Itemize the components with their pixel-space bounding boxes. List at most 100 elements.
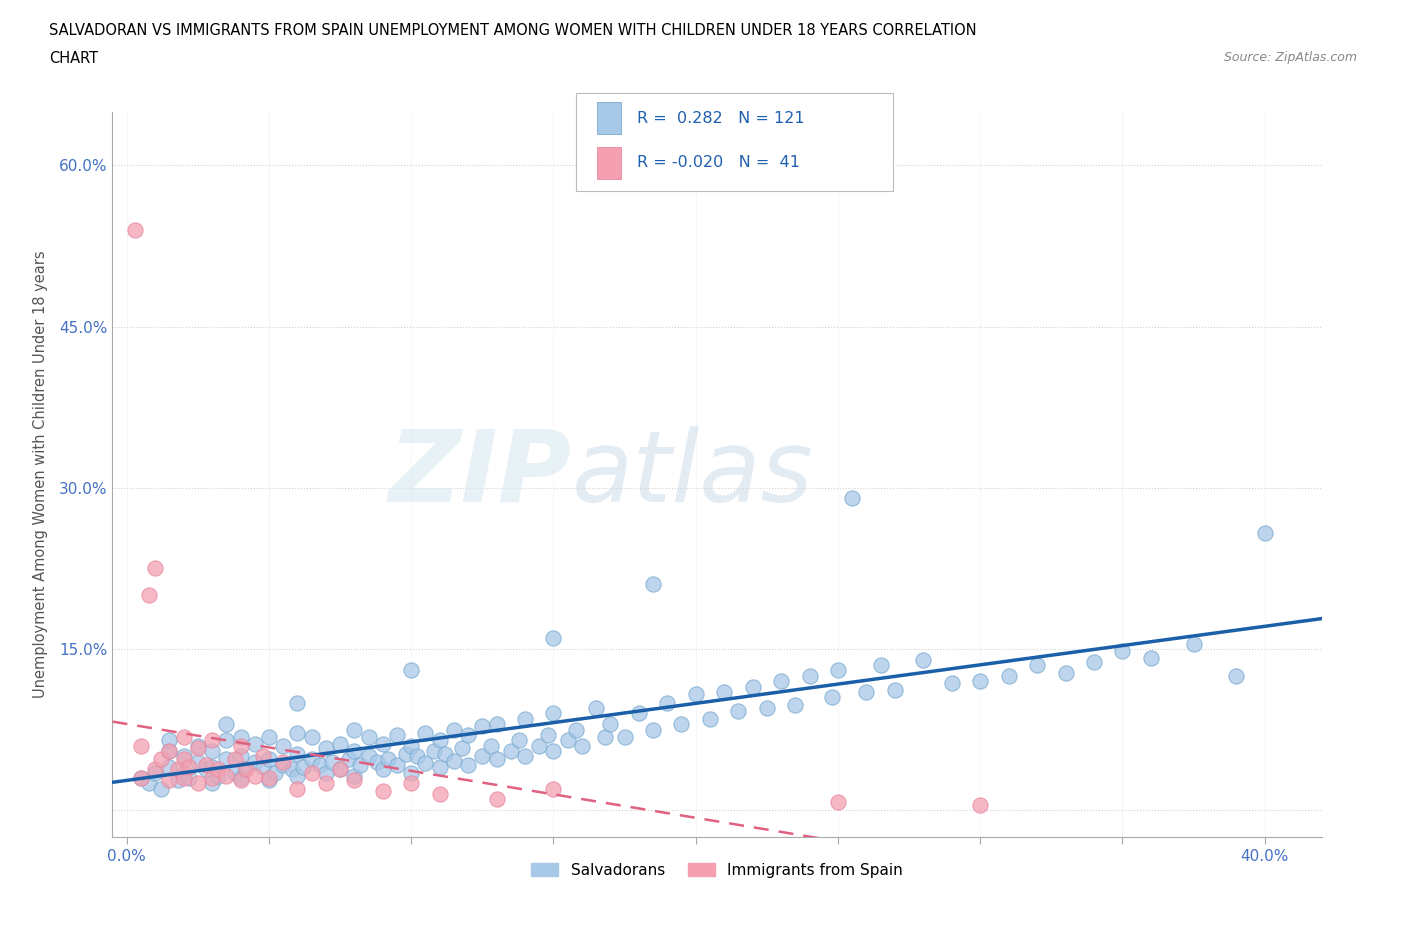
Salvadorans xyxy=(329,736,352,751)
Text: atlas: atlas xyxy=(572,426,814,523)
Salvadorans xyxy=(1140,650,1163,665)
Salvadorans xyxy=(343,744,366,759)
Salvadorans xyxy=(641,722,664,737)
Salvadorans xyxy=(997,669,1019,684)
Salvadorans xyxy=(366,754,388,769)
Salvadorans xyxy=(292,760,315,775)
Immigrants from Spain xyxy=(315,776,337,790)
Immigrants from Spain xyxy=(129,770,152,785)
Salvadorans xyxy=(394,747,416,762)
Salvadorans xyxy=(257,751,280,766)
Immigrants from Spain xyxy=(229,738,252,753)
Salvadorans xyxy=(585,700,607,715)
Salvadorans xyxy=(280,762,302,777)
Salvadorans xyxy=(508,733,530,748)
Salvadorans xyxy=(357,749,380,764)
Salvadorans xyxy=(429,733,451,748)
Immigrants from Spain xyxy=(179,760,201,775)
Salvadorans xyxy=(399,765,422,780)
Salvadorans xyxy=(821,690,844,705)
Salvadorans xyxy=(443,753,465,768)
Salvadorans xyxy=(252,760,274,775)
Salvadorans xyxy=(207,768,229,783)
Immigrants from Spain xyxy=(195,758,218,773)
Immigrants from Spain xyxy=(243,768,266,783)
Salvadorans xyxy=(869,658,891,672)
Salvadorans xyxy=(385,758,408,773)
Immigrants from Spain xyxy=(287,781,309,796)
Immigrants from Spain xyxy=(143,561,166,576)
Immigrants from Spain xyxy=(329,762,352,777)
Salvadorans xyxy=(287,696,309,711)
Salvadorans xyxy=(329,762,352,777)
Salvadorans xyxy=(399,663,422,678)
Salvadorans xyxy=(969,673,991,688)
Salvadorans xyxy=(1026,658,1049,672)
Salvadorans xyxy=(371,762,394,777)
Salvadorans xyxy=(229,730,252,745)
Salvadorans xyxy=(271,738,294,753)
Salvadorans xyxy=(423,744,446,759)
Salvadorans xyxy=(883,683,905,698)
Immigrants from Spain xyxy=(485,792,508,807)
Salvadorans xyxy=(1225,669,1247,684)
Salvadorans xyxy=(157,733,180,748)
Immigrants from Spain xyxy=(173,770,195,785)
Salvadorans xyxy=(841,491,863,506)
Salvadorans xyxy=(263,765,285,780)
Salvadorans xyxy=(627,706,650,721)
Salvadorans xyxy=(173,749,195,764)
Salvadorans xyxy=(243,736,266,751)
Immigrants from Spain xyxy=(543,781,565,796)
Salvadorans xyxy=(337,751,360,766)
Salvadorans xyxy=(1083,655,1105,670)
Salvadorans xyxy=(713,684,735,699)
Salvadorans xyxy=(855,684,877,699)
Salvadorans xyxy=(599,717,621,732)
Salvadorans xyxy=(457,758,479,773)
Salvadorans xyxy=(593,730,616,745)
Salvadorans xyxy=(399,738,422,753)
Salvadorans xyxy=(471,719,494,734)
Salvadorans xyxy=(129,770,152,785)
Immigrants from Spain xyxy=(167,762,190,777)
Immigrants from Spain xyxy=(143,762,166,777)
Immigrants from Spain xyxy=(187,740,209,755)
Immigrants from Spain xyxy=(207,762,229,777)
Salvadorans xyxy=(1054,665,1077,680)
Immigrants from Spain xyxy=(173,730,195,745)
Salvadorans xyxy=(201,744,224,759)
Salvadorans xyxy=(406,749,429,764)
Salvadorans xyxy=(309,758,332,773)
Immigrants from Spain xyxy=(129,738,152,753)
Salvadorans xyxy=(287,747,309,762)
Salvadorans xyxy=(377,751,399,766)
Immigrants from Spain xyxy=(215,768,238,783)
Immigrants from Spain xyxy=(235,762,257,777)
Text: R = -0.020   N =  41: R = -0.020 N = 41 xyxy=(637,155,800,170)
Salvadorans xyxy=(685,686,707,701)
Immigrants from Spain xyxy=(229,773,252,788)
Salvadorans xyxy=(385,727,408,742)
Salvadorans xyxy=(565,722,588,737)
Immigrants from Spain xyxy=(138,588,160,603)
Salvadorans xyxy=(671,717,693,732)
Immigrants from Spain xyxy=(201,733,224,748)
Salvadorans xyxy=(485,717,508,732)
Salvadorans xyxy=(315,765,337,780)
Salvadorans xyxy=(770,673,793,688)
Salvadorans xyxy=(149,781,172,796)
Salvadorans xyxy=(513,749,536,764)
Salvadorans xyxy=(315,740,337,755)
Salvadorans xyxy=(457,727,479,742)
Salvadorans xyxy=(215,751,238,766)
Salvadorans xyxy=(827,663,849,678)
Salvadorans xyxy=(543,631,565,645)
Salvadorans xyxy=(349,758,371,773)
Salvadorans xyxy=(215,733,238,748)
Text: SALVADORAN VS IMMIGRANTS FROM SPAIN UNEMPLOYMENT AMONG WOMEN WITH CHILDREN UNDER: SALVADORAN VS IMMIGRANTS FROM SPAIN UNEM… xyxy=(49,23,977,38)
Salvadorans xyxy=(699,711,721,726)
Salvadorans xyxy=(215,717,238,732)
Salvadorans xyxy=(557,733,579,748)
Immigrants from Spain xyxy=(187,776,209,790)
